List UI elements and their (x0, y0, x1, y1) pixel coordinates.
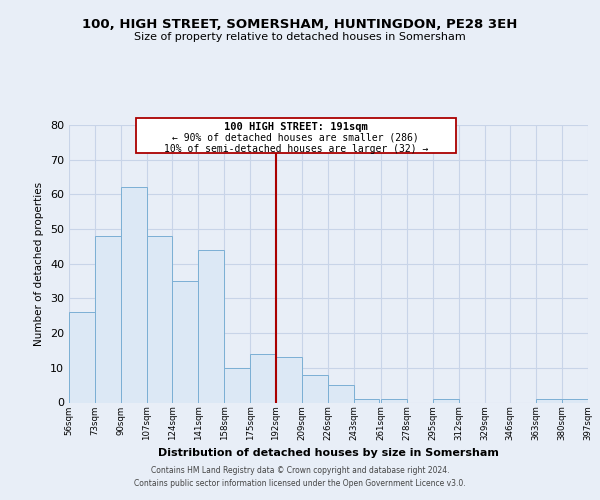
FancyBboxPatch shape (136, 118, 455, 153)
Bar (250, 354, 276, 403)
X-axis label: Distribution of detached houses by size in Somersham: Distribution of detached houses by size … (158, 448, 499, 458)
Text: 100 HIGH STREET: 191sqm: 100 HIGH STREET: 191sqm (224, 122, 368, 132)
Bar (199, 250, 224, 402)
Bar (536, 399, 562, 402)
Bar (95, 236, 121, 402)
Bar (146, 236, 172, 402)
Text: Size of property relative to detached houses in Somersham: Size of property relative to detached ho… (134, 32, 466, 42)
Bar (328, 385, 353, 402)
Bar (172, 281, 199, 402)
Text: Contains HM Land Registry data © Crown copyright and database right 2024.
Contai: Contains HM Land Registry data © Crown c… (134, 466, 466, 487)
Y-axis label: Number of detached properties: Number of detached properties (34, 182, 44, 346)
Bar (562, 399, 588, 402)
Bar (302, 375, 328, 402)
Bar (69, 312, 95, 402)
Bar (276, 358, 302, 403)
Text: ← 90% of detached houses are smaller (286): ← 90% of detached houses are smaller (28… (172, 132, 419, 142)
Bar (353, 399, 379, 402)
Bar (121, 188, 146, 402)
Bar (224, 368, 250, 402)
Text: 100, HIGH STREET, SOMERSHAM, HUNTINGDON, PE28 3EH: 100, HIGH STREET, SOMERSHAM, HUNTINGDON,… (82, 18, 518, 30)
Bar (433, 399, 458, 402)
Text: 10% of semi-detached houses are larger (32) →: 10% of semi-detached houses are larger (… (164, 144, 428, 154)
Bar (381, 399, 407, 402)
